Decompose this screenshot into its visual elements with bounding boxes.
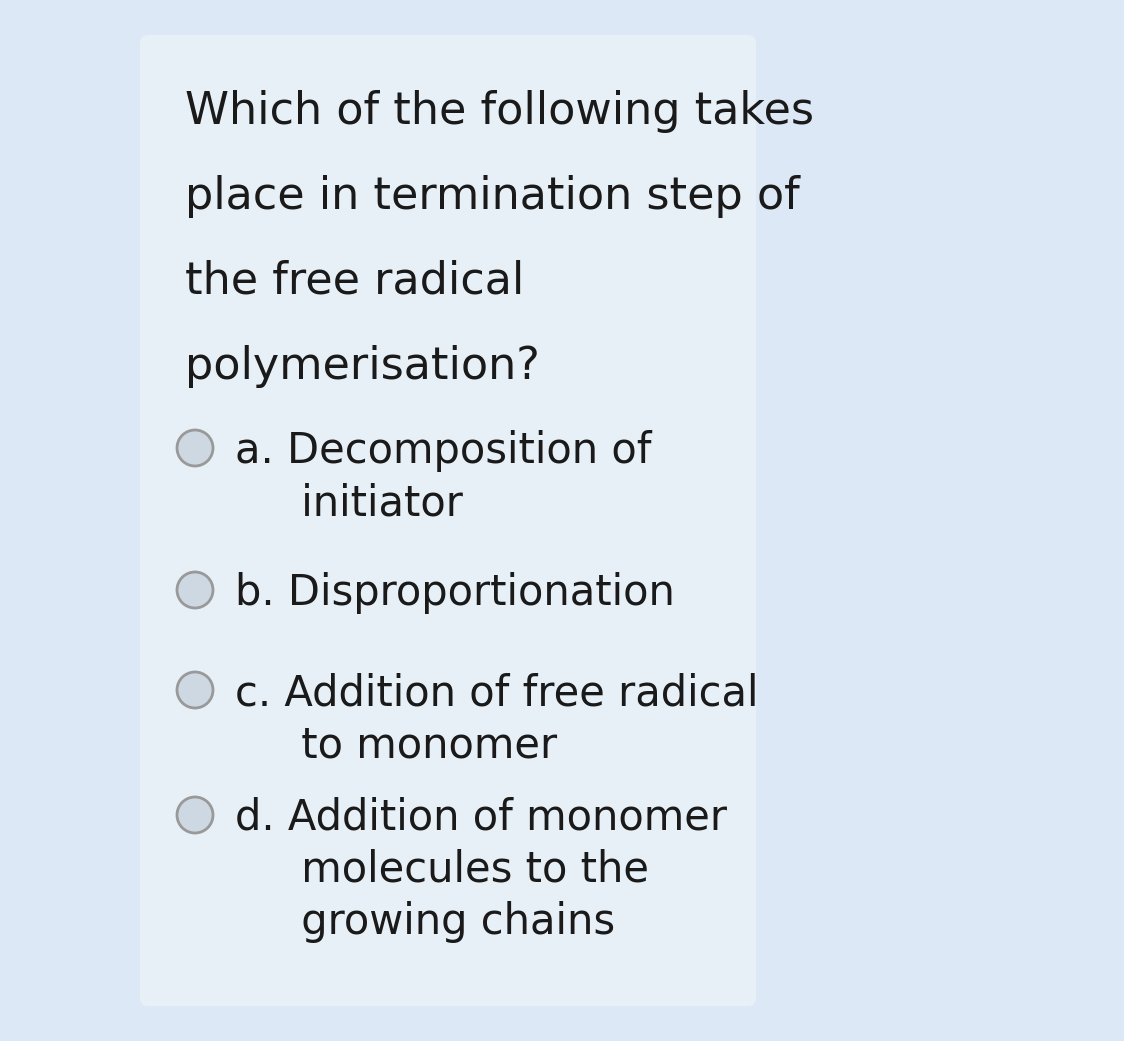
Text: place in termination step of: place in termination step of xyxy=(185,175,800,218)
Circle shape xyxy=(176,672,214,708)
Text: growing chains: growing chains xyxy=(235,902,615,943)
Text: Which of the following takes: Which of the following takes xyxy=(185,90,814,133)
Text: c. Addition of free radical: c. Addition of free radical xyxy=(235,672,759,714)
Text: d. Addition of monomer: d. Addition of monomer xyxy=(235,797,727,839)
FancyBboxPatch shape xyxy=(140,35,756,1006)
Circle shape xyxy=(176,797,214,833)
Text: molecules to the: molecules to the xyxy=(235,849,649,891)
Text: a. Decomposition of: a. Decomposition of xyxy=(235,430,652,472)
Circle shape xyxy=(176,430,214,466)
Text: initiator: initiator xyxy=(235,482,463,524)
Text: polymerisation?: polymerisation? xyxy=(185,345,540,388)
Text: b. Disproportionation: b. Disproportionation xyxy=(235,572,674,614)
Circle shape xyxy=(176,572,214,608)
Text: the free radical: the free radical xyxy=(185,260,524,303)
Text: to monomer: to monomer xyxy=(235,723,558,766)
